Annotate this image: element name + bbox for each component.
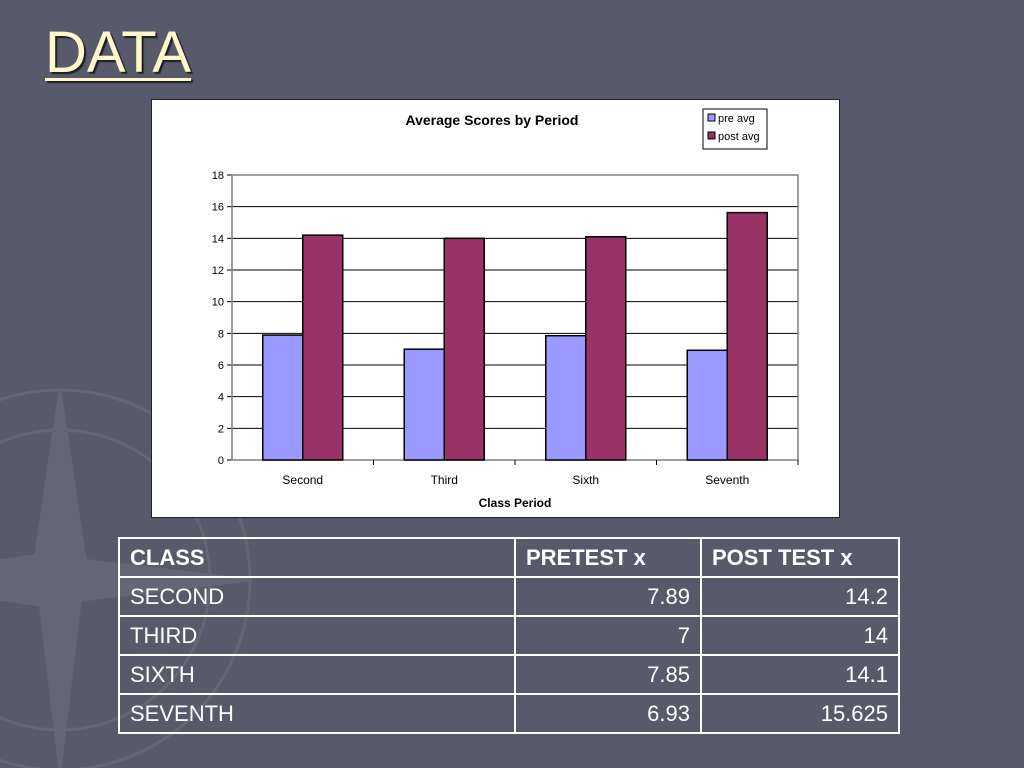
- y-tick-label: 16: [212, 202, 224, 214]
- cell-pretest: 7: [514, 615, 702, 656]
- legend-swatch: [707, 113, 716, 122]
- cell-class: SIXTH: [118, 654, 516, 695]
- y-tick-label: 2: [218, 423, 224, 435]
- cell-posttest: 14.2: [700, 576, 900, 617]
- chart-canvas: Average Scores by Period 0 2 4 6 8 10 12 14 16 18…: [212, 108, 799, 510]
- scores-table: CLASS PRETEST x POST TEST x SECOND 7.89 …: [118, 537, 900, 734]
- x-axis-label: Class Period: [479, 496, 552, 510]
- header-pretest: PRETEST x: [514, 537, 702, 578]
- bar-pre-avg: [262, 334, 304, 461]
- legend-swatch: [707, 131, 716, 140]
- slide-title: DATA: [45, 20, 192, 85]
- bar-pre-avg: [403, 348, 445, 461]
- header-class: CLASS: [118, 537, 516, 578]
- cell-posttest: 14.1: [700, 654, 900, 695]
- table-header-row: CLASS PRETEST x POST TEST x: [118, 537, 900, 578]
- y-tick-label: 10: [212, 297, 224, 309]
- y-tick-label: 14: [212, 233, 224, 245]
- table-row: SIXTH 7.85 14.1: [118, 654, 900, 695]
- bar-post-avg: [585, 236, 627, 461]
- header-posttest: POST TEST x: [700, 537, 900, 578]
- x-tick-label: Third: [431, 473, 458, 487]
- bar-chart: Average Scores by Period 0 2 4 6 8 10 12 14 16 18…: [151, 99, 840, 518]
- legend-label: pre avg: [718, 113, 755, 125]
- bar-post-avg: [726, 211, 768, 461]
- cell-class: SEVENTH: [118, 693, 516, 734]
- y-tick-label: 6: [218, 360, 224, 372]
- cell-class: SECOND: [118, 576, 516, 617]
- table-row: SEVENTH 6.93 15.625: [118, 693, 900, 734]
- x-tick-label: Second: [282, 473, 323, 487]
- cell-pretest: 7.85: [514, 654, 702, 695]
- bar-pre-avg: [686, 349, 728, 461]
- bar-post-avg: [443, 237, 485, 461]
- cell-pretest: 7.89: [514, 576, 702, 617]
- cell-posttest: 15.625: [700, 693, 900, 734]
- table-row: THIRD 7 14: [118, 615, 900, 656]
- legend-label: post avg: [718, 131, 760, 143]
- x-tick-label: Seventh: [705, 473, 749, 487]
- y-tick-label: 0: [218, 455, 224, 467]
- chart-legend: pre avg post avg: [702, 108, 768, 150]
- cell-posttest: 14: [700, 615, 900, 656]
- x-tick-label: Sixth: [572, 473, 599, 487]
- y-tick-label: 12: [212, 265, 224, 277]
- cell-class: THIRD: [118, 615, 516, 656]
- bar-pre-avg: [545, 334, 587, 461]
- table-row: SECOND 7.89 14.2: [118, 576, 900, 617]
- y-tick-label: 4: [218, 392, 224, 404]
- y-tick-label: 18: [212, 170, 224, 182]
- cell-pretest: 6.93: [514, 693, 702, 734]
- bar-post-avg: [302, 234, 344, 461]
- chart-title: Average Scores by Period: [405, 112, 578, 128]
- y-tick-label: 8: [218, 328, 224, 340]
